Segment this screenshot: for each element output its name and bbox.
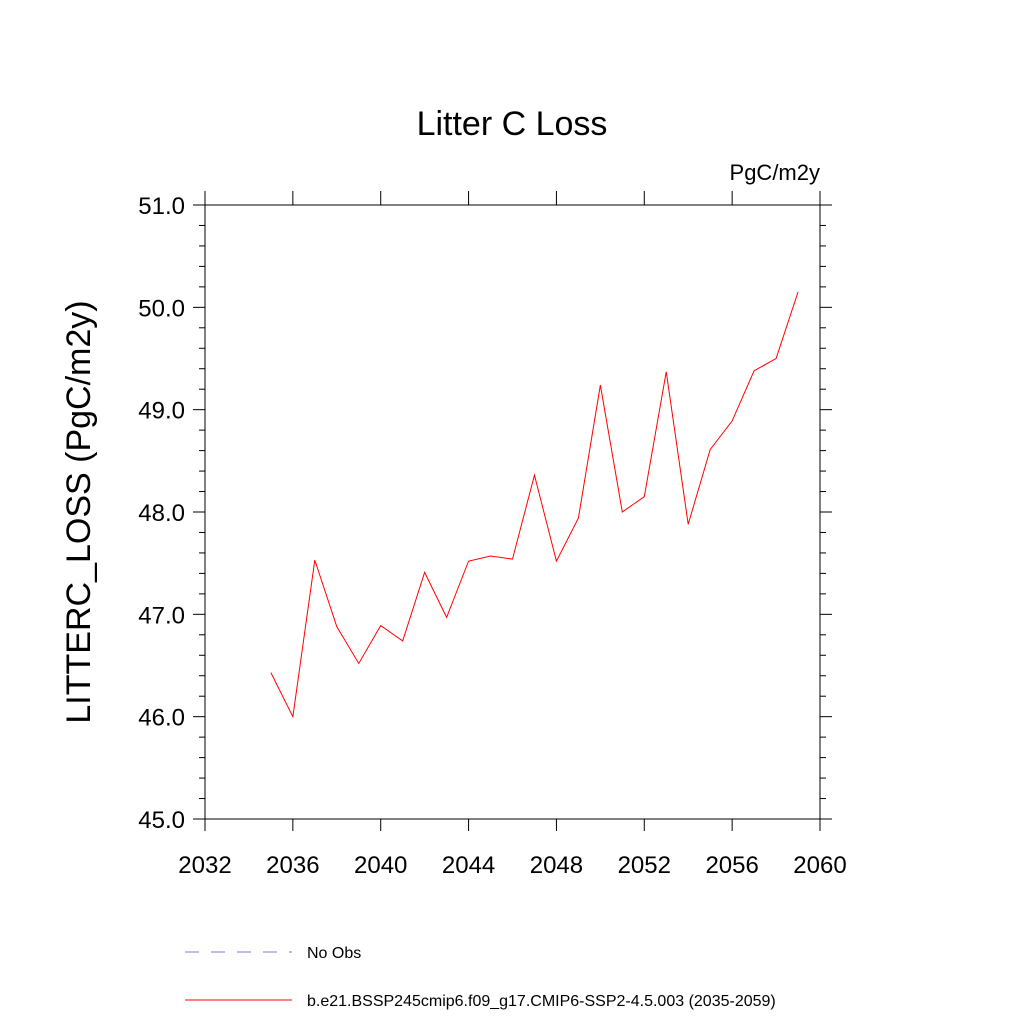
legend-label-no-obs: No Obs — [307, 945, 361, 962]
x-tick-label: 2032 — [178, 852, 231, 879]
y-tick-label: 47.0 — [138, 602, 185, 629]
chart-title: Litter C Loss — [417, 105, 608, 143]
x-tick-label: 2056 — [705, 852, 758, 879]
units-label: PgC/m2y — [730, 160, 820, 185]
x-tick-label: 2036 — [266, 852, 319, 879]
x-axis: 2032 2036 2040 2044 2048 2052 2056 2060 — [178, 191, 847, 879]
y-tick-label: 50.0 — [138, 295, 185, 322]
plot-frame — [204, 204, 821, 820]
y-tick-label: 49.0 — [138, 398, 185, 425]
series-layer — [270, 291, 799, 719]
y-tick-label: 46.0 — [138, 705, 185, 732]
y-axis-label: LITTERC_LOSS (PgC/m2y) — [60, 300, 98, 723]
legend-label-model: b.e21.BSSP245cmip6.f09_g17.CMIP6-SSP2-4.… — [307, 993, 776, 1010]
x-tick-label: 2052 — [618, 852, 671, 879]
series-line — [270, 291, 799, 719]
y-tick-label: 51.0 — [138, 193, 185, 220]
x-tick-label: 2060 — [793, 852, 846, 879]
y-tick-label: 48.0 — [138, 500, 185, 527]
x-tick-label: 2048 — [530, 852, 583, 879]
y-tick-label: 45.0 — [138, 807, 185, 834]
x-tick-label: 2040 — [354, 852, 407, 879]
x-tick-label: 2044 — [442, 852, 495, 879]
legend: No Obs b.e21.BSSP245cmip6.f09_g17.CMIP6-… — [185, 945, 776, 1010]
y-axis: 45.0 46.0 47.0 48.0 49.0 50.0 51.0 — [138, 193, 832, 834]
